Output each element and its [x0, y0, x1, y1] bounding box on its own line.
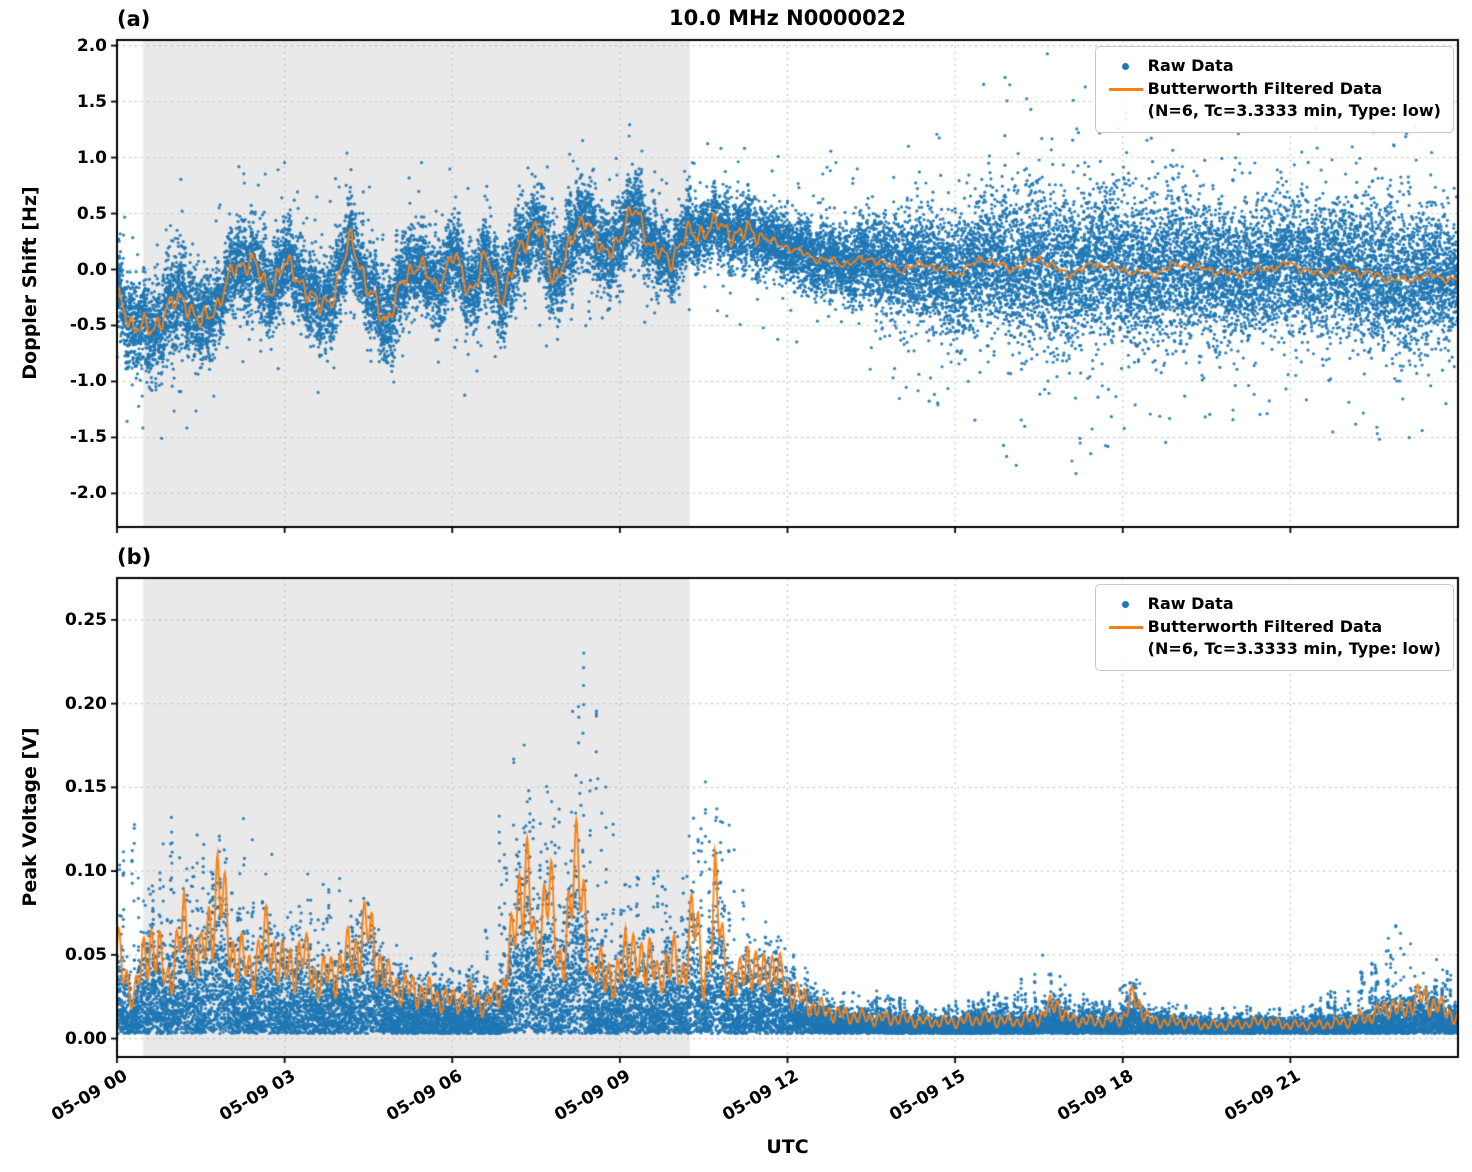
y-tick-label: 0.00 [65, 1028, 107, 1049]
legend-entry-filtered: Butterworth Filtered Data (N=6, Tc=3.333… [1104, 616, 1441, 660]
y-axis-label-a: Doppler Shift [Hz] [19, 186, 41, 380]
y-tick-label: -1.0 [69, 371, 107, 392]
y-tick-label: 2.0 [76, 35, 107, 56]
y-tick-label: -2.0 [69, 483, 107, 504]
filtered-line-marker-icon [1104, 616, 1148, 638]
legend-entry-filtered: Butterworth Filtered Data (N=6, Tc=3.333… [1104, 78, 1441, 122]
legend-filtered-label: Butterworth Filtered Data (N=6, Tc=3.333… [1148, 616, 1441, 660]
legend-entry-raw: Raw Data [1104, 55, 1441, 77]
y-tick-label: 1.5 [76, 91, 107, 112]
legend-filtered-label: Butterworth Filtered Data (N=6, Tc=3.333… [1148, 78, 1441, 122]
y-tick-label: -0.5 [69, 315, 107, 336]
legend-a: Raw Data Butterworth Filtered Data (N=6,… [1094, 46, 1454, 134]
y-tick-label: -1.5 [69, 427, 107, 448]
legend-raw-label: Raw Data [1147, 594, 1234, 613]
filtered-line-marker-icon [1104, 78, 1148, 100]
legend-entry-raw: Raw Data [1104, 593, 1441, 615]
y-tick-label: 0.25 [65, 609, 107, 630]
panel-b-label: (b) [117, 545, 152, 569]
legend-raw-label: Raw Data [1147, 56, 1234, 75]
y-tick-label: 1.0 [76, 147, 107, 168]
y-tick-label: 0.0 [76, 259, 107, 280]
y-axis-label-b: Peak Voltage [V] [19, 727, 41, 907]
y-tick-label: 0.20 [65, 693, 107, 714]
chart-title: 10.0 MHz N0000022 [669, 6, 906, 30]
legend-filtered-line2: (N=6, Tc=3.3333 min, Type: low) [1147, 639, 1441, 659]
y-tick-label: 0.15 [65, 777, 107, 798]
y-tick-label: 0.5 [76, 203, 107, 224]
y-tick-label: 0.10 [65, 861, 107, 882]
panel-a-label: (a) [117, 7, 151, 31]
legend-b: Raw Data Butterworth Filtered Data (N=6,… [1094, 584, 1454, 672]
raw-data-marker-icon [1104, 55, 1148, 77]
y-tick-label: 0.05 [65, 944, 107, 965]
legend-filtered-line2: (N=6, Tc=3.3333 min, Type: low) [1147, 101, 1441, 121]
raw-data-marker-icon [1104, 593, 1148, 615]
x-axis-label: UTC [766, 1136, 809, 1158]
legend-filtered-line1: Butterworth Filtered Data [1147, 79, 1383, 99]
legend-filtered-line1: Butterworth Filtered Data [1147, 617, 1383, 637]
